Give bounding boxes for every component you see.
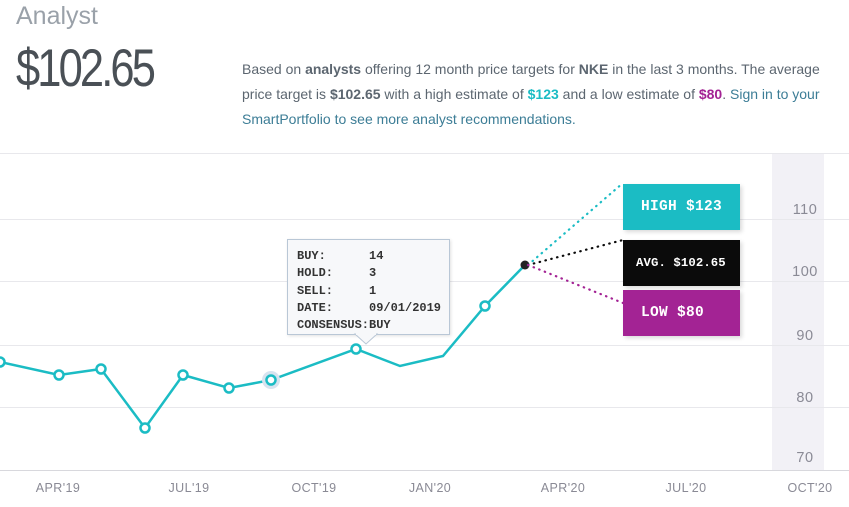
svg-text:OCT'19: OCT'19 <box>291 481 336 495</box>
svg-text:70: 70 <box>796 450 813 466</box>
svg-text:JUL'20: JUL'20 <box>666 481 707 495</box>
svg-text:JAN'20: JAN'20 <box>409 481 451 495</box>
svg-text:APR'19: APR'19 <box>36 481 80 495</box>
svg-text:90: 90 <box>796 328 813 344</box>
svg-text:100: 100 <box>792 264 818 280</box>
svg-text:OCT'20: OCT'20 <box>787 481 832 495</box>
svg-text:80: 80 <box>796 390 813 406</box>
svg-text:APR'20: APR'20 <box>541 481 585 495</box>
svg-text:110: 110 <box>793 202 818 218</box>
svg-text:JUL'19: JUL'19 <box>169 481 210 495</box>
